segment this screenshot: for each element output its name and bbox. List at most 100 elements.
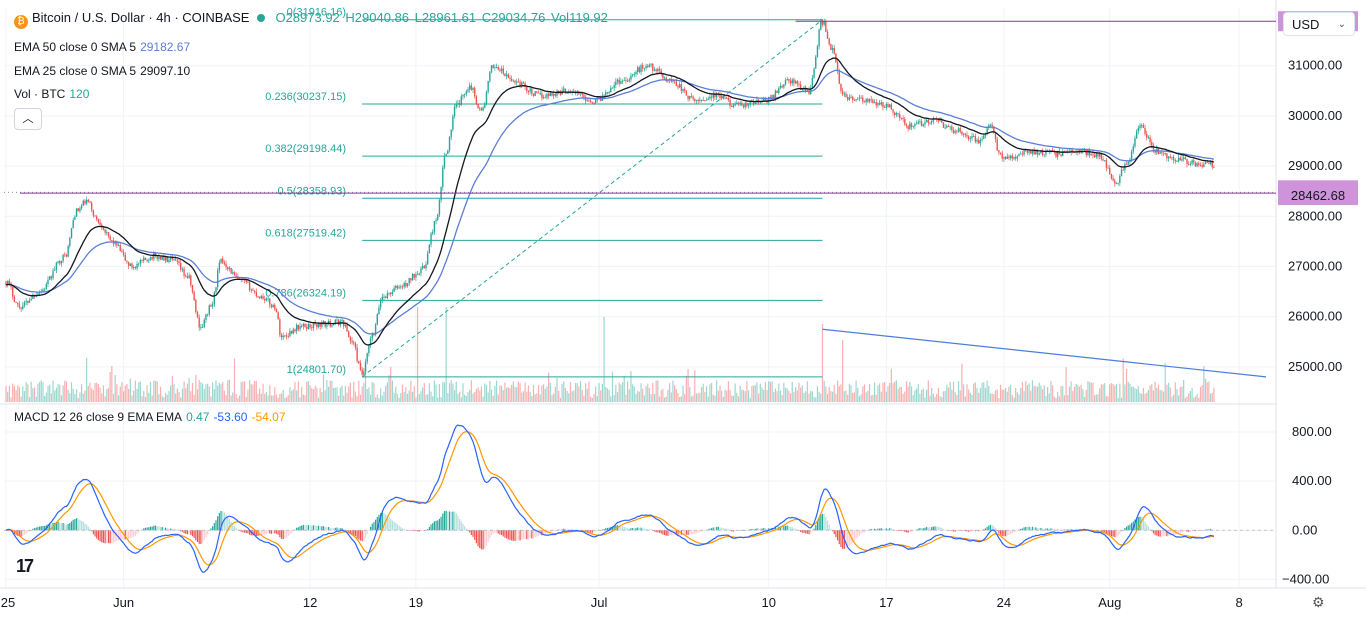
macd-histogram-bar — [627, 528, 629, 531]
volume-bar — [430, 391, 432, 402]
chevron-up-icon: ︿ — [22, 113, 34, 125]
volume-bar — [1209, 393, 1212, 402]
volume-bar — [663, 397, 666, 402]
candle-body — [507, 74, 510, 78]
volume-bar — [855, 380, 857, 402]
volume-bar — [354, 391, 357, 402]
macd-histogram-bar — [1005, 530, 1007, 537]
candle-body — [164, 256, 167, 261]
macd-histogram-bar — [70, 521, 73, 531]
volume-bar — [102, 385, 105, 402]
candle-body — [895, 113, 898, 115]
volume-bar — [803, 392, 805, 402]
candle-body — [1196, 163, 1198, 167]
macd-histogram-bar — [242, 530, 244, 533]
candle-body — [379, 300, 382, 308]
macd-histogram-bar — [149, 526, 152, 531]
volume-bar — [1204, 378, 1207, 402]
candle-body — [232, 272, 234, 274]
gear-icon[interactable]: ⚙ — [1312, 594, 1325, 610]
macd-histogram-bar — [699, 530, 701, 533]
candle-body — [38, 292, 41, 294]
candle-body — [443, 156, 446, 168]
candle-body — [957, 128, 960, 132]
ema25-legend[interactable]: EMA 25 close 0 SMA 5 29097.10 — [14, 64, 190, 78]
macd-histogram-bar — [662, 530, 664, 535]
volume-bar — [1047, 386, 1049, 402]
macd-histogram-bar — [333, 528, 335, 531]
collapse-legend-button[interactable]: ︿ — [14, 108, 42, 130]
macd-histogram-bar — [1025, 526, 1027, 531]
candle-body — [771, 94, 773, 99]
macd-histogram-bar — [144, 527, 147, 531]
candle-body — [163, 256, 165, 261]
macd-histogram-bar — [1161, 530, 1163, 537]
ema50-legend[interactable]: EMA 50 close 0 SMA 5 29182.67 — [14, 40, 190, 54]
candle-body — [710, 96, 713, 98]
volume-bar — [1053, 396, 1055, 402]
volume-bar — [405, 387, 407, 402]
macd-histogram-bar — [511, 530, 513, 541]
candle-body — [413, 273, 415, 278]
macd-histogram-bar — [615, 525, 617, 531]
candle-body — [306, 327, 308, 329]
candle-body — [798, 83, 800, 85]
macd-histogram-bar — [983, 529, 985, 531]
candle-body — [551, 92, 553, 96]
volume-bar — [1171, 396, 1173, 402]
candle-body — [904, 119, 906, 125]
candle-body — [620, 81, 622, 84]
macd-histogram-bar — [277, 530, 279, 535]
candle-body — [702, 100, 704, 101]
volume-bar — [1035, 386, 1037, 402]
candle-body — [749, 101, 751, 105]
macd-histogram-bar — [795, 528, 797, 531]
volume-bar — [1083, 397, 1086, 402]
macd-histogram-bar — [163, 527, 165, 531]
volume-bar — [645, 386, 647, 402]
macd-histogram-bar — [418, 530, 420, 532]
volume-bar — [109, 372, 111, 402]
candle-body — [1203, 164, 1205, 167]
macd-histogram-bar — [331, 528, 333, 531]
volume-legend[interactable]: Vol · BTC 120 — [14, 87, 89, 101]
macd-histogram-bar — [939, 527, 941, 531]
volume-bar — [907, 386, 909, 402]
macd-histogram-bar — [810, 530, 812, 534]
volume-bar — [292, 389, 294, 402]
macd-histogram-bar — [632, 528, 634, 531]
macd-histogram-bar — [860, 530, 862, 534]
macd-legend[interactable]: MACD 12 26 close 9 EMA EMA 0.47 -53.60 -54.… — [14, 410, 286, 424]
macd-histogram-bar — [291, 530, 293, 533]
macd-histogram-bar — [369, 526, 372, 531]
volume-bar — [1147, 389, 1149, 402]
volume-bar — [699, 392, 701, 402]
volume-bar — [697, 393, 699, 402]
candle-body — [818, 29, 820, 47]
macd-histogram-bar — [774, 527, 777, 531]
candle-body — [185, 275, 187, 277]
macd-histogram-bar — [808, 530, 810, 535]
currency-select[interactable]: USD ⌄ — [1283, 12, 1355, 36]
tradingview-logo[interactable]: 17 — [16, 556, 34, 576]
volume-bar — [126, 384, 128, 402]
volume-bar — [138, 382, 140, 402]
candle-body — [1206, 162, 1208, 164]
volume-bar — [406, 393, 409, 402]
candle-body — [70, 228, 73, 238]
candle-body — [92, 209, 95, 216]
macd-histogram-bar — [719, 527, 721, 531]
candle-body — [791, 79, 793, 84]
volume-bar — [800, 387, 802, 402]
volume-bar — [235, 393, 237, 402]
candle-body — [860, 97, 862, 99]
candle-body — [12, 286, 14, 297]
macd-histogram-bar — [660, 530, 662, 534]
volume-bar — [1104, 383, 1106, 402]
macd-histogram-bar — [1169, 530, 1171, 536]
volume-bar — [166, 394, 168, 402]
candle-body — [225, 264, 227, 268]
macd-histogram-bar — [1183, 530, 1185, 532]
macd-histogram-bar — [1173, 530, 1175, 535]
macd-histogram-bar — [758, 528, 760, 531]
